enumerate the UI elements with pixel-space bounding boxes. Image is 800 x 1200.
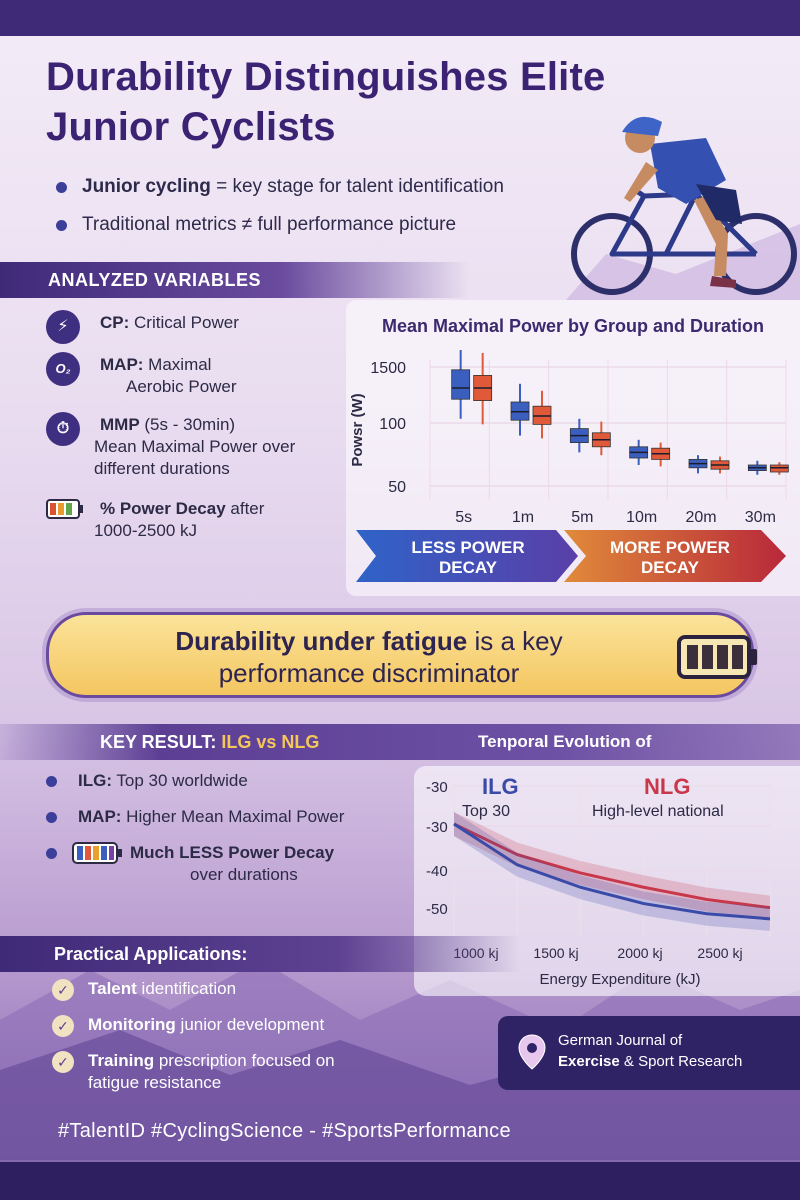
- x-tick-label: 1m: [512, 509, 534, 526]
- series-line: [453, 822, 771, 910]
- bullet-dot: [46, 848, 57, 859]
- bullet-dot: [56, 182, 67, 193]
- battery-icon: [677, 635, 757, 679]
- line-chart-title: Tenporal Evolution of: [478, 732, 652, 751]
- practical-list: ✓ Talent identification ✓ Monitoring jun…: [52, 978, 472, 1108]
- x-tick-label: 2500 kj: [697, 945, 742, 961]
- series-label-nlg: NLG: [644, 774, 690, 799]
- cyclist-illustration: [566, 116, 800, 300]
- oxygen-icon: O₂: [46, 352, 80, 386]
- x-axis-label: Energy Expenditure (kJ): [540, 971, 701, 988]
- key-result-ilg: ILG: Top 30 worldwide: [46, 770, 416, 792]
- battery-icon: [46, 499, 83, 519]
- intro-bullets: Junior cycling = key stage for talent id…: [56, 172, 616, 248]
- check-icon: ✓: [52, 1051, 74, 1073]
- check-icon: ✓: [52, 979, 74, 1001]
- x-tick-label: 20m: [685, 509, 716, 526]
- box-chart-title: Mean Maximal Power by Group and Duration: [381, 316, 765, 336]
- key-discriminator-callout: Durability under fatigue is a key perfor…: [46, 612, 757, 698]
- key-result-band: KEY RESULT: ILG vs NLG: [0, 724, 800, 760]
- lightning-icon: ⚡: [46, 310, 80, 344]
- x-tick-label: 10m: [626, 509, 657, 526]
- stopwatch-icon: ⏱: [46, 412, 80, 446]
- intro-bullet-2: Traditional metrics ≠ full performance p…: [56, 210, 616, 248]
- key-result-map: MAP: Higher Mean Maximal Power: [46, 806, 416, 828]
- x-tick-label: 30m: [745, 509, 776, 526]
- series-sub-nlg: High-level national: [592, 803, 724, 820]
- confidence-band: [454, 812, 770, 920]
- variable-list: ⚡ CP: Critical Power O₂ MAP: Maximal Aer…: [46, 310, 346, 542]
- y-tick-label: -50: [426, 901, 448, 918]
- y-tick-label: 1500: [370, 360, 406, 377]
- power-decay-arrow: [356, 530, 786, 582]
- callout-text: Durability under fatigue is a key perfor…: [175, 626, 563, 688]
- key-result-heading: KEY RESULT: ILG vs NLG: [100, 732, 320, 752]
- location-pin-icon: [518, 1034, 546, 1070]
- y-tick-label: 100: [379, 416, 406, 433]
- confidence-band: [454, 812, 770, 931]
- x-tick-label: 2000 kj: [617, 945, 662, 961]
- analyzed-variables-band: ANALYZED VARIABLES: [0, 262, 470, 298]
- key-result-list: ILG: Top 30 worldwide MAP: Higher Mean M…: [46, 770, 416, 900]
- variable-power-decay: % Power Decay after 1000-2500 kJ: [46, 498, 346, 542]
- box: [451, 369, 471, 400]
- journal-badge: German Journal of Exercise & Sport Resea…: [498, 1016, 800, 1090]
- x-tick-label: 1500 kj: [533, 945, 578, 961]
- y-tick-label: -40: [426, 863, 448, 880]
- practical-item-training: ✓ Training prescription focused on fatig…: [52, 1050, 472, 1094]
- variable-mmp: ⏱ MMP (5s - 30min) Mean Maximal Power ov…: [46, 412, 346, 480]
- line-chart: -30 -30 -40 -50 ILG Top 30 NLG High-level natio…: [426, 774, 771, 988]
- x-tick-label: 5s: [455, 509, 472, 526]
- journal-name: German Journal of Exercise & Sport Resea…: [558, 1032, 743, 1070]
- bullet-dot: [46, 812, 57, 823]
- variable-cp: ⚡ CP: Critical Power: [46, 310, 346, 344]
- page-title: Durability Distinguishes Elite Junior Cy…: [46, 55, 606, 149]
- practical-heading: Practical Applications:: [54, 944, 248, 964]
- less-decay-arrow: [356, 530, 578, 582]
- bottom-bar: [0, 1162, 800, 1200]
- more-decay-arrow: [564, 530, 786, 582]
- y-tick-label: 50: [388, 479, 406, 496]
- analyzed-variables-heading: ANALYZED VARIABLES: [48, 270, 262, 290]
- series-line: [453, 822, 771, 921]
- variable-map: O₂ MAP: Maximal Aerobic Power: [46, 352, 346, 398]
- top-bar: [0, 0, 800, 36]
- less-power-decay-label: LESS POWER DECAY: [411, 538, 525, 577]
- key-result-decay: Much LESS Power Decay over durations: [46, 842, 416, 886]
- practical-item-talent: ✓ Talent identification: [52, 978, 472, 1001]
- series-sub-ilg: Top 30: [462, 803, 510, 820]
- intro-bullet-1: Junior cycling = key stage for talent id…: [56, 172, 616, 210]
- more-power-decay-label: MORE POWER DECAY: [610, 538, 730, 577]
- series-label-ilg: ILG: [482, 774, 519, 799]
- practical-item-monitoring: ✓ Monitoring junior development: [52, 1014, 472, 1037]
- check-icon: ✓: [52, 1015, 74, 1037]
- battery-icon: [72, 842, 122, 864]
- x-tick-label: 5m: [571, 509, 593, 526]
- y-axis-label: Powsr (W): [349, 393, 366, 466]
- box-chart: 1500 100 50 Powsr (W) 5s 1m 5m 10m 20m 30m: [349, 350, 789, 526]
- y-tick-label: -30: [426, 819, 448, 836]
- practical-band: Practical Applications:: [0, 936, 520, 972]
- y-tick-label: -30: [426, 779, 448, 796]
- hashtags: #TalentID #CyclingScience - #SportsPerfo…: [58, 1120, 511, 1142]
- bullet-dot: [56, 220, 67, 231]
- bullet-dot: [46, 776, 57, 787]
